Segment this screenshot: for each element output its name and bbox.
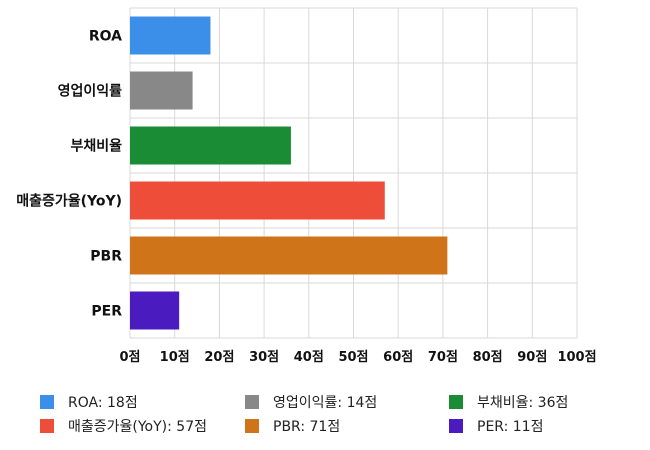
legend-label-revenue-growth: 매출증가율(YoY): 57점 [68,419,207,435]
x-tick-label: 60점 [383,350,413,365]
legend-item-pbr[interactable]: PBR: 71점 [245,416,340,436]
bar[interactable] [130,126,291,165]
x-tick-label: 50점 [338,350,368,365]
legend-label-per: PER: 11점 [477,419,544,435]
category-label: PBR [90,249,122,265]
x-tick-label: 0점 [119,350,140,365]
legend-swatch-per [449,419,463,433]
x-tick-label: 100점 [557,350,596,365]
x-tick-label: 80점 [473,350,503,365]
legend-swatch-debt-ratio [449,395,463,409]
category-label: 영업이익률 [58,83,123,100]
legend-swatch-pbr [245,419,259,433]
legend-swatch-revenue-growth [40,419,54,433]
legend-label-operating-margin: 영업이익률: 14점 [273,395,378,411]
category-label: 매출증가율(YoY) [16,193,122,210]
legend-swatch-operating-margin [245,395,259,409]
bar[interactable] [130,71,193,110]
x-tick-label: 70점 [428,350,458,365]
legend-item-debt-ratio[interactable]: 부채비율: 36점 [449,392,568,412]
x-tick-label: 20점 [204,350,234,365]
x-tick-label: 10점 [160,350,190,365]
legend-label-roa: ROA: 18점 [68,395,138,411]
category-label: PER [91,304,122,320]
legend-item-per[interactable]: PER: 11점 [449,416,543,436]
legend-item-roa[interactable]: ROA: 18점 [40,392,138,412]
x-tick-label: 40점 [294,350,324,365]
bar[interactable] [130,181,385,220]
legend-swatch-roa [40,395,54,409]
legend-item-revenue-growth[interactable]: 매출증가율(YoY): 57점 [40,416,207,436]
bar[interactable] [130,291,180,330]
legend-item-operating-margin[interactable]: 영업이익률: 14점 [245,392,377,412]
x-tick-label: 30점 [249,350,279,365]
bar[interactable] [130,236,448,275]
x-tick-label: 90점 [517,350,547,365]
bar[interactable] [130,16,211,55]
category-label: 부채비율 [70,138,122,155]
legend: ROA: 18점 영업이익률: 14점 부채비율: 36점 매출증가율(YoY)… [40,392,640,442]
legend-label-pbr: PBR: 71점 [273,419,341,435]
category-label: ROA [89,29,122,45]
legend-label-debt-ratio: 부채비율: 36점 [477,395,569,411]
